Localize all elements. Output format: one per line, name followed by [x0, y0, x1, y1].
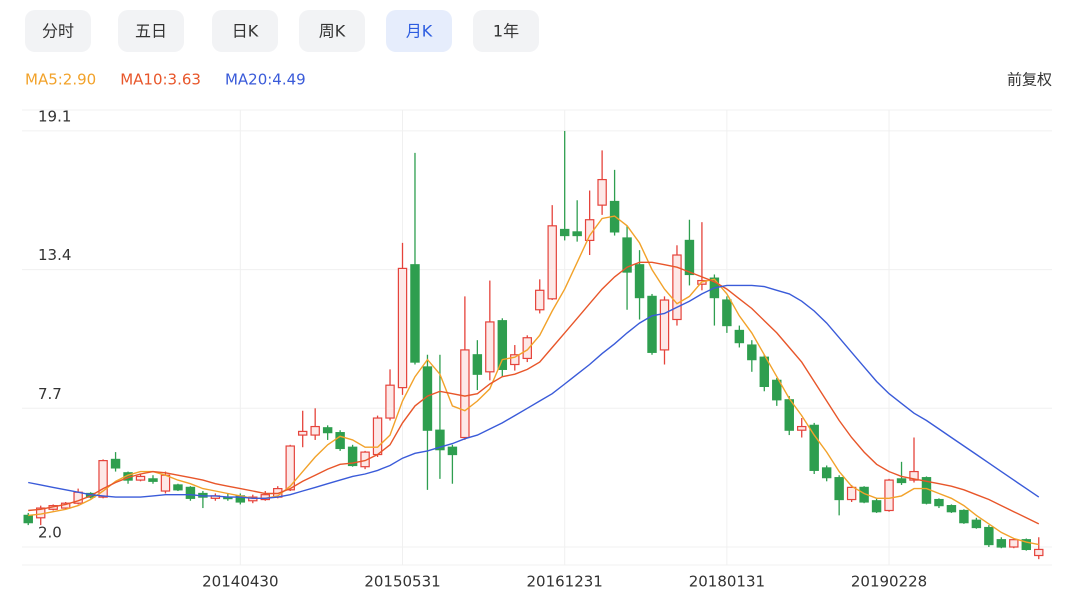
- candle-body: [23, 514, 33, 524]
- candle-body: [335, 432, 345, 450]
- candle-body: [772, 379, 782, 401]
- candle-body: [647, 295, 657, 353]
- tab-label[interactable]: 分时: [42, 22, 74, 41]
- candle-body: [385, 384, 395, 419]
- candle-body: [884, 479, 894, 512]
- y-tick-label: 2.0: [38, 523, 62, 541]
- candle-body: [684, 239, 695, 276]
- candle-body: [934, 498, 944, 507]
- candle-body: [347, 446, 358, 467]
- tab-label[interactable]: 1年: [493, 22, 519, 41]
- ma-line: [28, 284, 1040, 499]
- candle-body: [460, 349, 470, 439]
- candle-body: [634, 264, 645, 299]
- tab-label[interactable]: 五日: [135, 22, 167, 41]
- candle-body: [597, 178, 607, 206]
- x-tick-label: 20180131: [689, 573, 765, 591]
- candle-body: [559, 228, 570, 237]
- candle-body: [734, 329, 745, 344]
- x-tick-label: 20161231: [527, 573, 603, 591]
- candle-body: [472, 354, 483, 375]
- candle-body: [372, 417, 383, 456]
- candle-body: [834, 477, 844, 501]
- y-tick-label: 7.7: [38, 385, 62, 403]
- candle-body: [98, 460, 108, 498]
- candle-body: [285, 445, 295, 491]
- ma-line: [28, 215, 1039, 546]
- candle-body: [584, 219, 595, 242]
- candle-body: [360, 451, 370, 468]
- candle-body: [535, 289, 545, 311]
- candle-body: [185, 486, 196, 499]
- adjust-label[interactable]: 前复权: [1007, 71, 1052, 89]
- candle-body: [659, 299, 670, 351]
- candle-body: [297, 430, 308, 436]
- candle-body: [310, 425, 320, 436]
- candle-body: [971, 519, 982, 529]
- candle-body: [447, 446, 458, 456]
- legend-entry: MA10:3.63: [120, 71, 201, 89]
- candle-body: [996, 539, 1007, 548]
- candle-body: [809, 424, 819, 471]
- candle-body: [485, 321, 495, 373]
- tab[interactable]: [212, 10, 278, 52]
- candle-body: [959, 509, 969, 524]
- candle-body: [722, 299, 732, 327]
- candle-body: [797, 425, 807, 431]
- candle-body: [547, 225, 557, 300]
- candle-body: [909, 470, 919, 481]
- candle-body: [1034, 548, 1044, 557]
- candle-body: [110, 458, 121, 469]
- candle-body: [522, 337, 532, 360]
- candle-body: [871, 500, 882, 513]
- candle-body: [946, 505, 957, 513]
- candle-body: [173, 484, 183, 491]
- x-tick-label: 20140430: [202, 573, 278, 591]
- candle-body: [160, 474, 171, 492]
- candle-body: [846, 486, 857, 501]
- candle-body: [672, 254, 682, 321]
- candle-body: [135, 475, 146, 481]
- x-tick-label: 20150531: [364, 573, 440, 591]
- candle-body: [896, 478, 907, 484]
- legend-entry: MA20:4.49: [225, 71, 306, 89]
- candle-body: [747, 344, 757, 361]
- tab[interactable]: [25, 10, 91, 52]
- candle-body: [148, 478, 158, 482]
- candle-body: [759, 356, 770, 388]
- candle-body: [821, 467, 832, 479]
- candle-body: [984, 526, 994, 546]
- tab-label[interactable]: 月K: [406, 22, 433, 41]
- x-tick-label: 20190228: [851, 573, 927, 591]
- candle-body: [322, 427, 333, 434]
- legend-entry: MA5:2.90: [25, 71, 96, 89]
- candle-body: [410, 264, 420, 363]
- candle-body: [1021, 539, 1032, 551]
- y-tick-label: 19.1: [38, 107, 71, 125]
- tab-label[interactable]: 周K: [319, 22, 346, 41]
- y-tick-label: 13.4: [38, 246, 71, 264]
- tab[interactable]: [299, 10, 365, 52]
- candle-body: [435, 429, 445, 451]
- tab[interactable]: [386, 10, 452, 52]
- ma-line: [28, 261, 1040, 525]
- tab[interactable]: [118, 10, 184, 52]
- candle-body: [510, 354, 520, 366]
- candle-body: [572, 231, 582, 237]
- candle-body: [1009, 539, 1019, 548]
- candle-body: [497, 320, 508, 370]
- tab-label[interactable]: 日K: [232, 22, 259, 41]
- candle-body: [397, 267, 408, 389]
- candle-body: [784, 399, 794, 431]
- candle-body: [622, 237, 632, 273]
- tab[interactable]: [473, 10, 539, 52]
